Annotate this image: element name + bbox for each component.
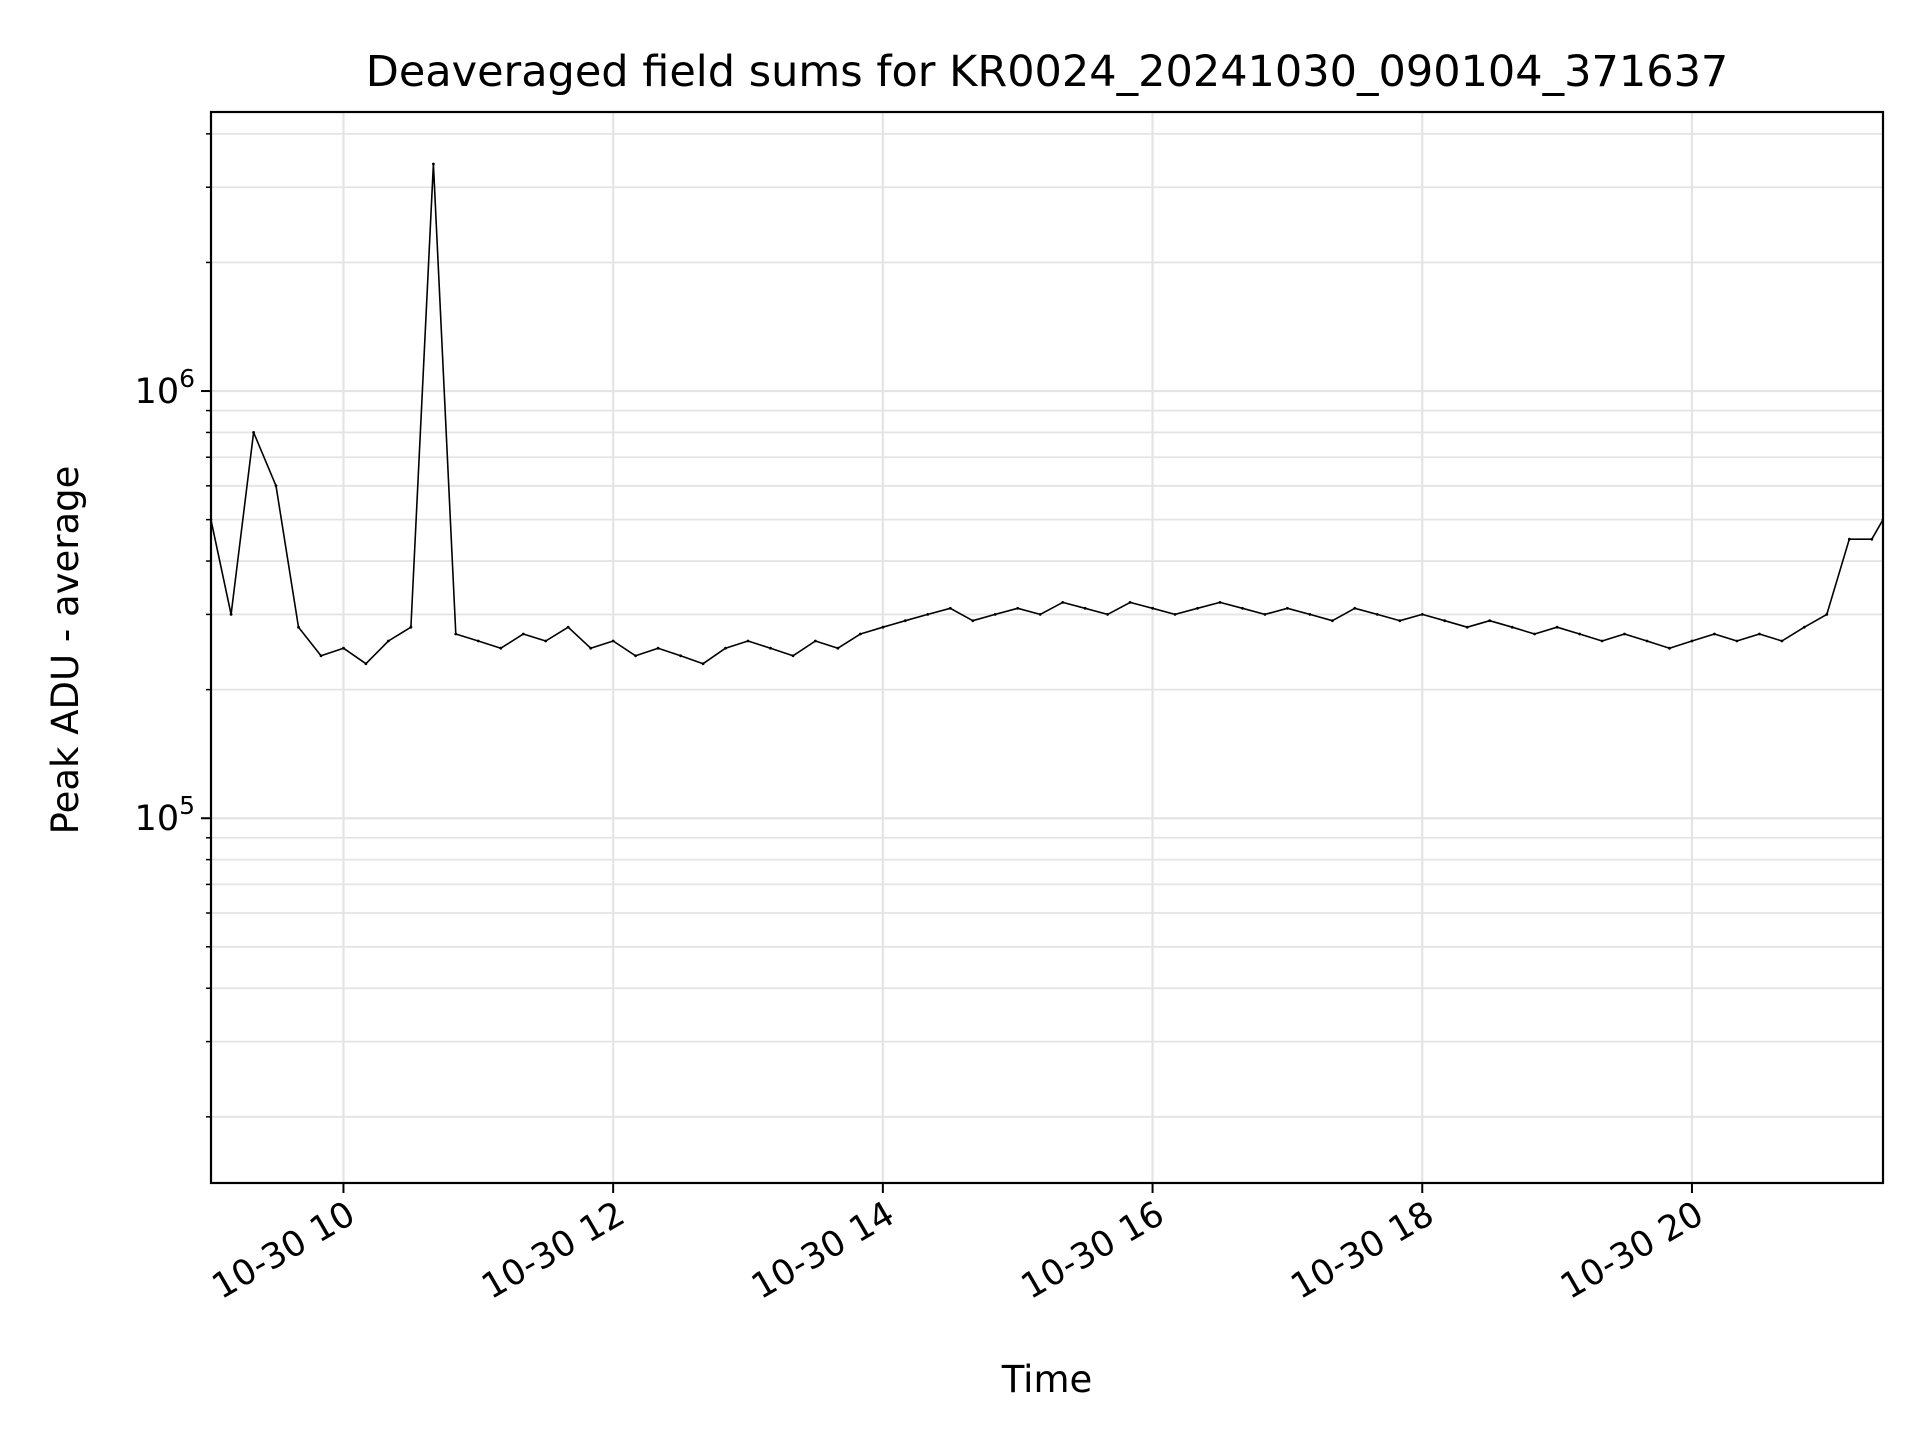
series-point — [903, 619, 907, 623]
x-axis-label: Time — [1001, 1358, 1093, 1401]
series-point — [1061, 601, 1065, 604]
series-point — [656, 646, 660, 650]
series-point — [1578, 632, 1581, 636]
series-point — [364, 662, 368, 666]
series-point — [814, 639, 817, 643]
series-point — [1533, 632, 1536, 636]
series-point — [589, 646, 593, 650]
series-point — [1173, 613, 1177, 616]
series-point — [319, 654, 323, 658]
series-point — [1151, 606, 1154, 610]
series-point — [701, 662, 705, 666]
series-point — [1510, 625, 1514, 629]
series-point — [611, 639, 615, 643]
series-point — [791, 654, 795, 658]
series-point — [948, 606, 952, 610]
series-point — [1465, 625, 1469, 629]
y-axis-label: Peak ADU - average — [44, 466, 87, 835]
series-line-0 — [211, 163, 1883, 665]
series-point — [1690, 639, 1694, 643]
series-point — [1398, 619, 1402, 623]
series-point — [521, 632, 525, 636]
series-point — [1645, 639, 1649, 643]
y-axis: 105 106 — [135, 133, 211, 1118]
series-point — [1038, 613, 1042, 616]
series-point — [229, 613, 233, 616]
series-point — [432, 162, 435, 166]
series-point — [1241, 606, 1244, 610]
series-point — [454, 632, 458, 636]
plot-frame — [209, 110, 1885, 1185]
series-point — [1735, 639, 1739, 643]
y-tick-label: 105 — [135, 791, 195, 839]
series-point — [1758, 632, 1761, 636]
series-point — [1375, 613, 1379, 616]
series-point — [1623, 632, 1626, 636]
series-point — [1713, 632, 1716, 636]
series-point — [1488, 619, 1492, 623]
grid — [211, 112, 1883, 1183]
series-point — [634, 654, 637, 658]
series-point — [1106, 613, 1109, 616]
series-point — [1083, 606, 1087, 610]
series-point — [1668, 646, 1671, 650]
series-point — [1308, 613, 1312, 616]
series-point — [1780, 639, 1784, 643]
series-point — [836, 646, 840, 650]
series-point — [476, 639, 480, 643]
series-point — [252, 431, 256, 434]
series-point — [544, 639, 548, 643]
series-point — [274, 484, 278, 488]
series-point — [1353, 606, 1357, 610]
series-point — [297, 625, 300, 629]
series-point — [724, 646, 727, 650]
series-point — [1555, 625, 1559, 629]
series-point — [679, 654, 682, 658]
series-point — [1600, 639, 1604, 643]
series-point — [1218, 601, 1222, 604]
series-point — [1263, 613, 1267, 616]
series-point — [859, 632, 862, 636]
series-point — [1870, 537, 1874, 541]
series-point — [993, 613, 997, 616]
series-point — [1286, 606, 1289, 610]
series-point — [1128, 601, 1132, 604]
series-point — [566, 625, 570, 629]
series-point — [1847, 537, 1851, 541]
series-point — [1016, 606, 1020, 610]
series-point — [1420, 613, 1424, 616]
series-point — [342, 646, 345, 650]
series-point — [1825, 613, 1829, 616]
series-point — [1802, 625, 1806, 629]
series-point — [769, 646, 772, 650]
series-point — [1196, 606, 1199, 610]
series-point — [499, 646, 503, 650]
series-point — [387, 639, 390, 643]
series-group — [211, 162, 1883, 666]
chart-title: Deaveraged field sums for KR0024_2024103… — [366, 47, 1729, 97]
series-point — [926, 613, 930, 616]
y-tick-label: 106 — [135, 364, 195, 412]
series-point — [1443, 619, 1447, 623]
series-point — [409, 625, 413, 629]
series-point — [971, 619, 975, 623]
series-point — [746, 639, 750, 643]
series-point — [1331, 619, 1334, 623]
series-point — [881, 625, 885, 629]
